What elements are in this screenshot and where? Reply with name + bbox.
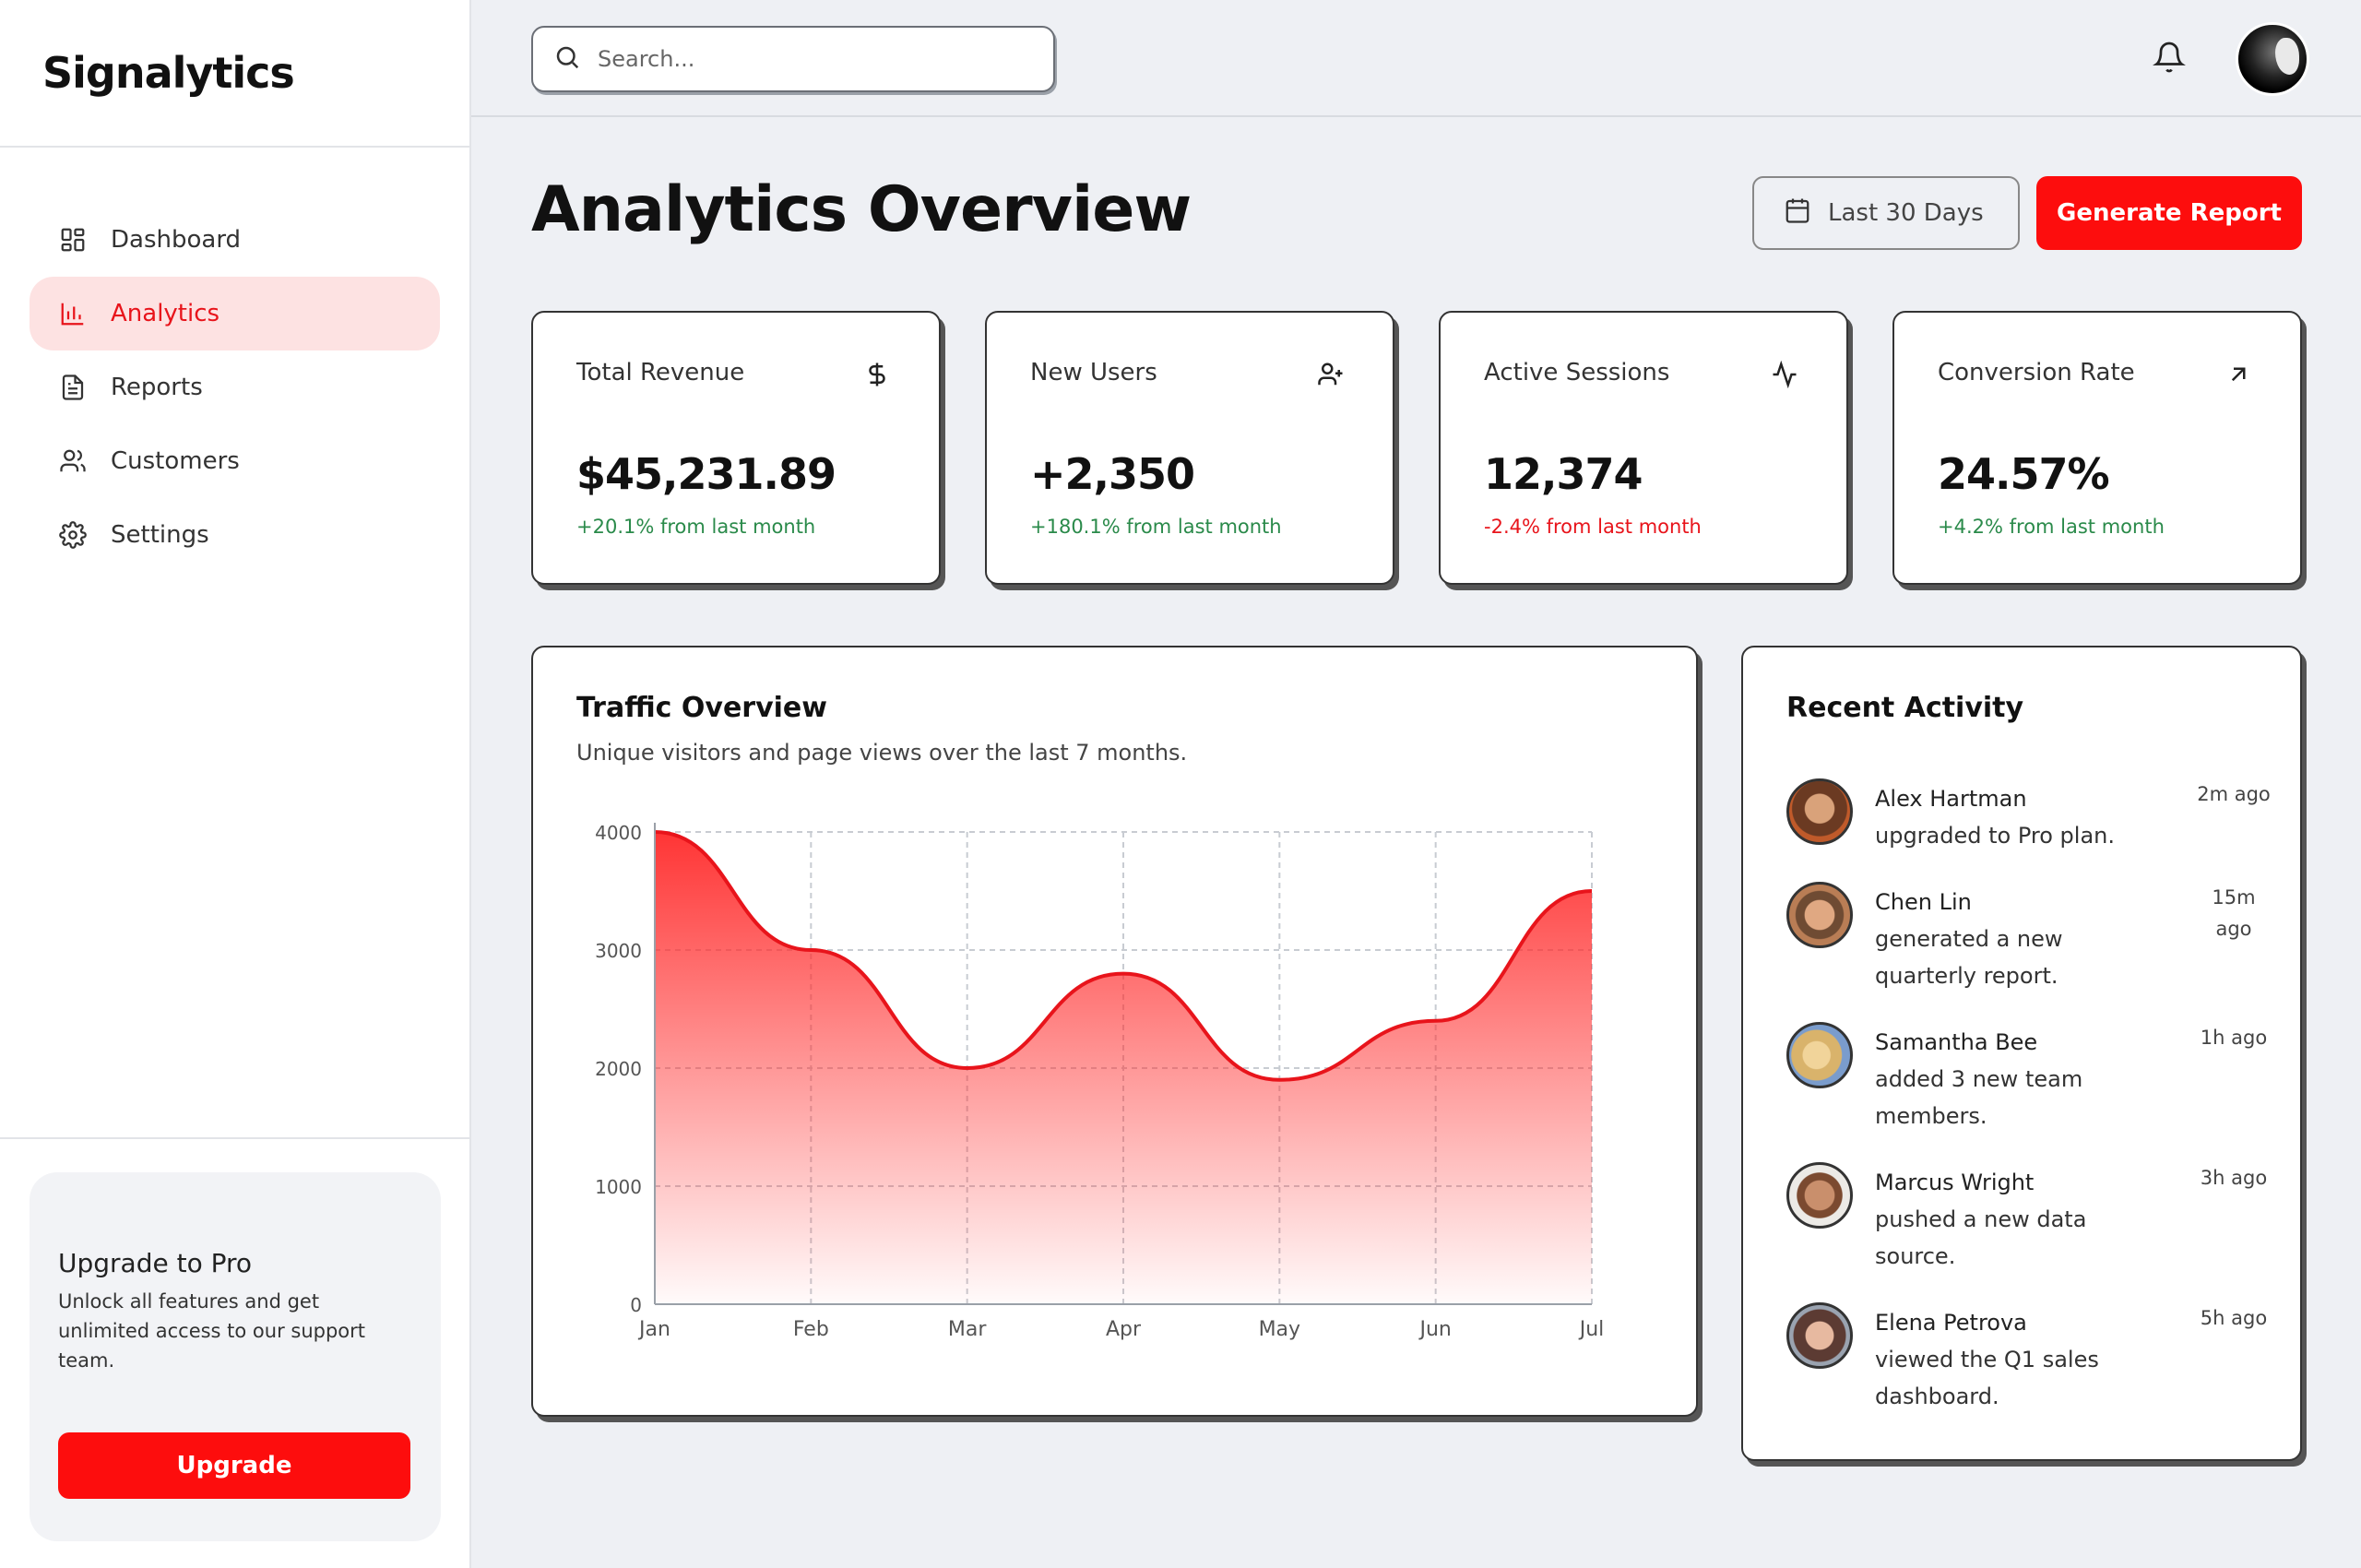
avatar <box>1786 1022 1853 1088</box>
stat-value: +2,350 <box>1030 449 1195 499</box>
sidebar-item-settings[interactable]: Settings <box>30 498 440 572</box>
x-tick-label: Jul <box>1578 1318 1605 1341</box>
x-tick-label: Apr <box>1106 1318 1142 1341</box>
activity-user-name: Elena Petrova <box>1875 1310 2027 1336</box>
traffic-chart: 0 1000 2000 3000 4000 Jan Feb Mar Apr May Jun Jul <box>595 822 1605 1341</box>
stat-card-new-users: New Users +2,350 +180.1% from last month <box>985 311 1394 585</box>
y-tick-label: 0 <box>630 1294 642 1316</box>
search-icon <box>553 43 581 75</box>
stat-label: Total Revenue <box>576 359 745 386</box>
activity-user-name: Marcus Wright <box>1875 1170 2035 1195</box>
arrow-up-right-icon <box>2223 359 2254 390</box>
date-range-button[interactable]: Last 30 Days <box>1752 176 2020 250</box>
y-tick-label: 1000 <box>595 1176 642 1198</box>
sidebar-footer: Upgrade to Pro Unlock all features and g… <box>0 1137 469 1568</box>
sidebar-item-label: Dashboard <box>111 226 242 254</box>
recent-activity-card: Recent Activity Alex Hartman upgraded to … <box>1741 646 2302 1461</box>
upgrade-promo-card: Upgrade to Pro Unlock all features and g… <box>30 1172 441 1541</box>
users-icon <box>57 445 89 477</box>
x-tick-label: Jan <box>637 1318 670 1341</box>
stat-delta: +20.1% from last month <box>576 516 816 538</box>
grid-icon <box>57 224 89 255</box>
avatar <box>1786 1162 1853 1229</box>
x-tick-label: Feb <box>793 1318 829 1341</box>
generate-report-button[interactable]: Generate Report <box>2036 176 2302 250</box>
series-line <box>654 830 1593 1082</box>
user-avatar[interactable] <box>2236 22 2309 96</box>
series-area <box>655 832 1592 1304</box>
activity-action: generated a new quarterly report. <box>1875 926 2063 989</box>
bell-icon[interactable] <box>2147 35 2191 79</box>
activity-action: added 3 new team members. <box>1875 1066 2083 1129</box>
chart-title: Traffic Overview <box>576 692 827 724</box>
stat-label: Conversion Rate <box>1938 359 2135 386</box>
page-title: Analytics Overview <box>531 173 1192 246</box>
sidebar-item-label: Reports <box>111 374 203 401</box>
sidebar-nav: Dashboard Analytics Reports Customers Se… <box>0 148 469 572</box>
promo-text: Unlock all features and get unlimited ac… <box>58 1290 366 1372</box>
x-tick-label: May <box>1259 1318 1300 1341</box>
activity-time: 5h ago <box>2200 1307 2268 1329</box>
sidebar-item-customers[interactable]: Customers <box>30 424 440 498</box>
stat-value: 24.57% <box>1938 449 2110 499</box>
stat-label: New Users <box>1030 359 1157 386</box>
activity-time: 15m ago <box>2212 886 2256 940</box>
activity-action: pushed a new data source. <box>1875 1206 2087 1269</box>
activity-time: 3h ago <box>2200 1167 2268 1189</box>
stat-value: 12,374 <box>1484 449 1643 499</box>
sidebar: Signalytics Dashboard Analytics Reports … <box>0 0 471 1568</box>
date-range-label: Last 30 Days <box>1828 199 1984 227</box>
x-tick-label: Jun <box>1418 1318 1451 1341</box>
x-tick-label: Mar <box>948 1318 987 1341</box>
calendar-icon <box>1784 196 1811 231</box>
activity-title: Recent Activity <box>1786 692 2024 724</box>
stat-card-active-sessions: Active Sessions 12,374 -2.4% from last m… <box>1439 311 1848 585</box>
activity-user-name: Samantha Bee <box>1875 1029 2038 1055</box>
activity-user-name: Alex Hartman <box>1875 786 2027 812</box>
gear-icon <box>57 519 89 551</box>
stat-label: Active Sessions <box>1484 359 1670 386</box>
stat-delta: +4.2% from last month <box>1938 516 2165 538</box>
search-box[interactable] <box>531 26 1055 92</box>
activity-icon <box>1769 359 1800 390</box>
traffic-overview-card: Traffic Overview Unique visitors and pag… <box>531 646 1698 1417</box>
avatar <box>1786 1302 1853 1369</box>
sidebar-item-label: Analytics <box>111 300 220 327</box>
avatar <box>1786 778 1853 845</box>
top-bar <box>471 0 2361 117</box>
sidebar-item-analytics[interactable]: Analytics <box>30 277 440 350</box>
bar-chart-icon <box>57 298 89 329</box>
y-tick-label: 3000 <box>595 940 642 962</box>
brand-logo[interactable]: Signalytics <box>0 0 469 148</box>
upgrade-button[interactable]: Upgrade <box>58 1432 410 1499</box>
sidebar-item-reports[interactable]: Reports <box>30 350 440 424</box>
y-tick-label: 2000 <box>595 1058 642 1080</box>
stat-value: $45,231.89 <box>576 449 836 499</box>
activity-time: 2m ago <box>2197 783 2271 805</box>
search-input[interactable] <box>598 46 1040 72</box>
stat-delta: +180.1% from last month <box>1030 516 1282 538</box>
sidebar-item-label: Customers <box>111 447 240 475</box>
sidebar-item-label: Settings <box>111 521 209 549</box>
chart-subtitle: Unique visitors and page views over the … <box>576 740 1188 766</box>
activity-time: 1h ago <box>2200 1027 2268 1049</box>
y-tick-label: 4000 <box>595 822 642 844</box>
user-plus-icon <box>1315 359 1347 390</box>
stat-delta: -2.4% from last month <box>1484 516 1702 538</box>
file-text-icon <box>57 372 89 403</box>
avatar <box>1786 882 1853 948</box>
dollar-icon <box>861 359 893 390</box>
stat-card-conversion-rate: Conversion Rate 24.57% +4.2% from last m… <box>1892 311 2302 585</box>
activity-action: viewed the Q1 sales dashboard. <box>1875 1347 2099 1409</box>
stat-card-revenue: Total Revenue $45,231.89 +20.1% from las… <box>531 311 941 585</box>
activity-user-name: Chen Lin <box>1875 889 1972 915</box>
sidebar-item-dashboard[interactable]: Dashboard <box>30 203 440 277</box>
promo-title: Upgrade to Pro <box>58 1248 253 1278</box>
activity-action: upgraded to Pro plan. <box>1875 823 2115 849</box>
